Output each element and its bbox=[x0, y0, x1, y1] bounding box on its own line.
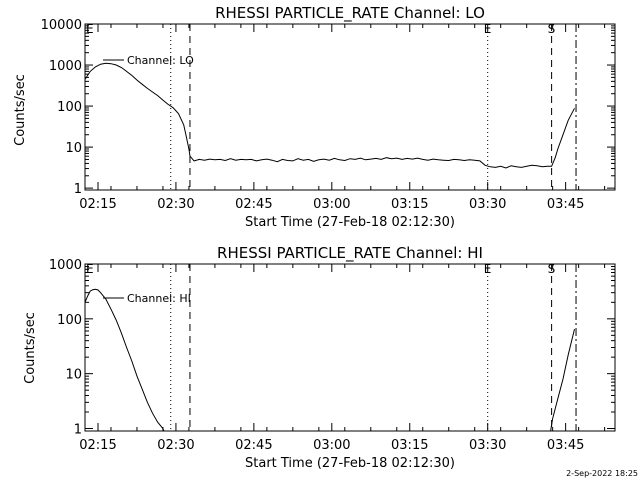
x-tick-label: 03:00 bbox=[313, 197, 350, 212]
y-tick-label: 100 bbox=[57, 100, 82, 115]
x-tick-label: 02:45 bbox=[235, 197, 272, 212]
y-ticks: 1 10 100 1000 10000 bbox=[41, 18, 615, 197]
panel-lo: RHESSI PARTICLE_RATE Channel: LO Start T… bbox=[13, 4, 616, 230]
y-tick-label: 1000 bbox=[49, 59, 82, 74]
x-tick-label: 02:30 bbox=[157, 438, 194, 453]
series-line bbox=[85, 288, 165, 431]
y-tick-label: 10000 bbox=[41, 18, 82, 33]
x-tick-label: 03:45 bbox=[547, 197, 584, 212]
x-tick-label: 02:15 bbox=[79, 438, 116, 453]
y-tick-label: 1 bbox=[74, 182, 82, 197]
x-axis-label: Start Time (27-Feb-18 02:12:30) bbox=[245, 456, 455, 471]
series-line bbox=[550, 328, 575, 431]
plot-frame bbox=[84, 263, 616, 432]
x-tick-label: 03:45 bbox=[547, 438, 584, 453]
series-line bbox=[85, 62, 575, 169]
chart-title: RHESSI PARTICLE_RATE Channel: LO bbox=[215, 4, 485, 23]
y-tick-label: 10 bbox=[65, 368, 82, 383]
y-tick-label: 100 bbox=[57, 313, 82, 328]
event-marker-label: S bbox=[548, 262, 556, 276]
legend: Channel: HI bbox=[103, 292, 191, 305]
x-ticks: 02:15 02:30 02:45 03:00 03:15 03:30 03:45 bbox=[79, 24, 606, 212]
legend-label: Channel: HI bbox=[127, 292, 191, 305]
legend-label: Channel: LO bbox=[127, 54, 194, 67]
event-marker-label: E bbox=[86, 262, 94, 276]
chart-title: RHESSI PARTICLE_RATE Channel: HI bbox=[217, 244, 483, 263]
x-tick-label: 03:00 bbox=[313, 438, 350, 453]
event-marker-label: S bbox=[548, 22, 556, 36]
x-axis-label: Start Time (27-Feb-18 02:12:30) bbox=[245, 215, 455, 230]
x-ticks: 02:15 02:30 02:45 03:00 03:15 03:30 03:45 bbox=[79, 264, 606, 453]
plot-frame bbox=[84, 23, 616, 191]
y-tick-label: 10 bbox=[65, 141, 82, 156]
y-tick-label: 1 bbox=[74, 422, 82, 437]
x-tick-label: 02:30 bbox=[157, 197, 194, 212]
x-tick-label: 02:45 bbox=[235, 438, 272, 453]
x-tick-label: 03:30 bbox=[469, 438, 506, 453]
x-tick-label: 03:30 bbox=[469, 197, 506, 212]
event-marker-label: E bbox=[86, 22, 94, 36]
legend: Channel: LO bbox=[103, 54, 194, 67]
event-marker-label: E bbox=[484, 262, 492, 276]
y-tick-label: 1000 bbox=[49, 258, 82, 273]
x-tick-label: 03:15 bbox=[391, 197, 428, 212]
y-ticks: 1 10 100 1000 bbox=[49, 258, 615, 437]
data-series bbox=[85, 62, 575, 169]
data-series bbox=[85, 288, 575, 431]
y-axis-label: Counts/sec bbox=[23, 312, 38, 384]
footer-date: 2-Sep-2022 18:25 bbox=[566, 469, 638, 478]
event-marker-label: E bbox=[484, 22, 492, 36]
panel-hi: RHESSI PARTICLE_RATE Channel: HI Start T… bbox=[23, 244, 616, 471]
x-tick-label: 03:15 bbox=[391, 438, 428, 453]
y-axis-label: Counts/sec bbox=[13, 74, 28, 146]
x-tick-label: 02:15 bbox=[79, 197, 116, 212]
